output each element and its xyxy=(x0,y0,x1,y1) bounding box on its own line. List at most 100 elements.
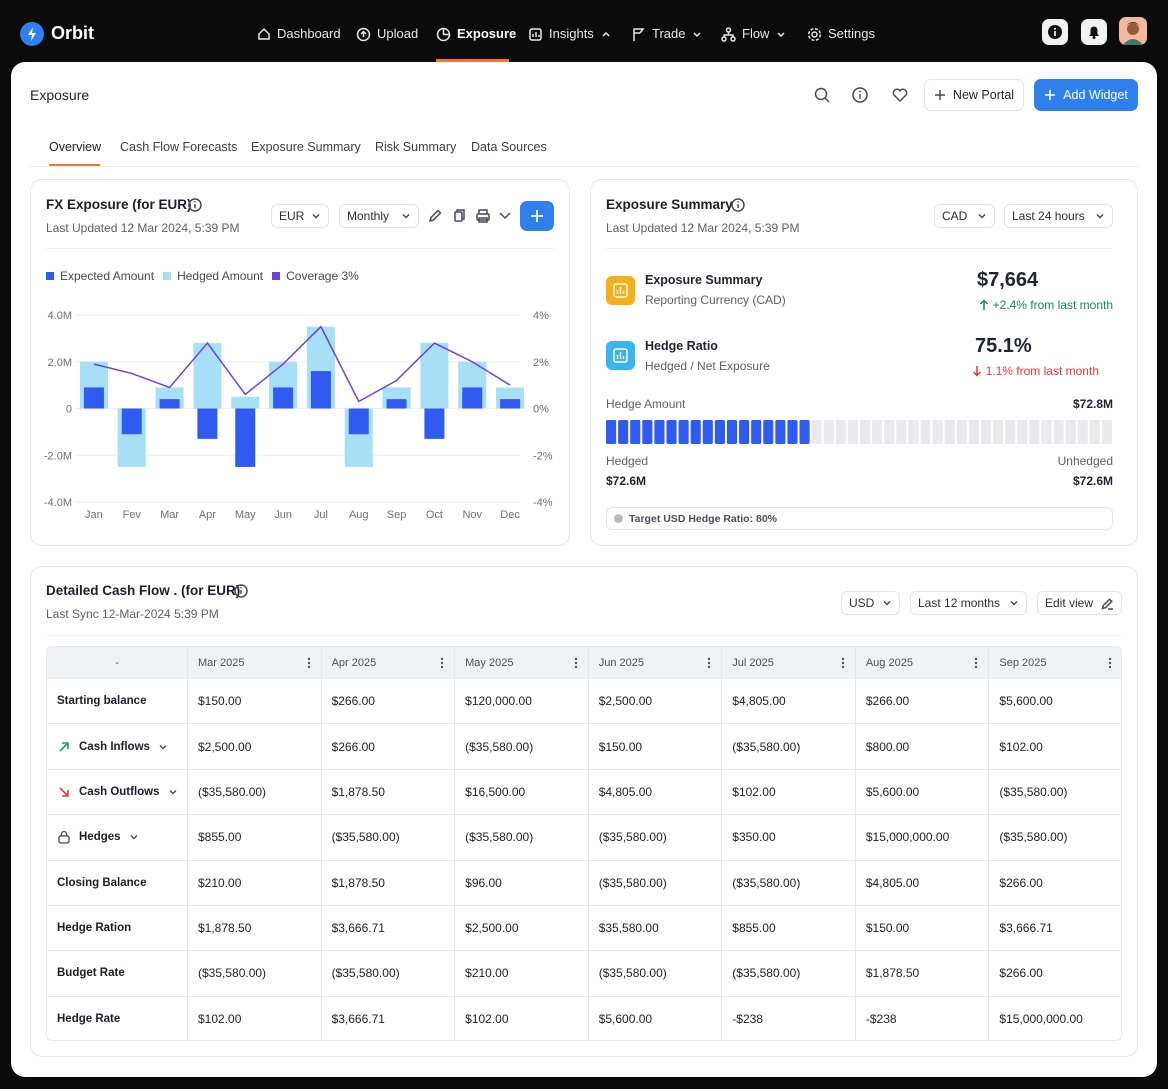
nav-label: Flow xyxy=(742,26,770,41)
info-icon[interactable] xyxy=(187,197,203,213)
metric-label: Exposure Summary xyxy=(645,273,763,287)
nav-item[interactable]: Dashboard xyxy=(257,26,341,42)
hedge-segment xyxy=(666,420,677,444)
tab[interactable]: Cash Flow Forecasts xyxy=(120,140,238,154)
cell-value: $120,000.00 xyxy=(465,694,532,709)
value-cell: ($35,580.00) xyxy=(989,770,1121,816)
cell-value: ($35,580.00) xyxy=(999,830,1068,845)
column-menu[interactable] xyxy=(707,657,711,669)
period-select[interactable]: Monthly xyxy=(339,204,419,228)
hedge-segment xyxy=(1053,420,1064,444)
value-cell: ($35,580.00) xyxy=(588,951,723,997)
hedge-segment xyxy=(956,420,967,444)
metric-change-down: 1.1% from last month xyxy=(972,363,1099,379)
icon xyxy=(356,27,371,41)
column-menu[interactable] xyxy=(574,657,578,669)
nav-item[interactable]: Trade xyxy=(631,26,703,42)
cell-value: $800.00 xyxy=(865,739,910,754)
nav-item[interactable]: Flow xyxy=(721,26,787,42)
add-button[interactable] xyxy=(520,201,554,231)
icon xyxy=(531,210,543,222)
legend-label: Expected Amount xyxy=(60,269,155,283)
hedge-segment xyxy=(763,420,774,444)
icon xyxy=(1048,25,1062,39)
brand: Orbit xyxy=(51,23,94,43)
value-cell: $350.00 xyxy=(722,815,856,861)
value-cell: $210.00 xyxy=(188,860,322,906)
nav-item[interactable]: Upload xyxy=(356,26,418,42)
edit-view-button[interactable]: Edit view xyxy=(1037,591,1122,615)
column-menu[interactable] xyxy=(974,657,978,669)
column-menu[interactable] xyxy=(841,657,845,669)
cell-value: $1,878.50 xyxy=(198,921,252,936)
info-icon[interactable] xyxy=(851,86,869,104)
hedge-segment xyxy=(823,420,834,444)
row-expand[interactable] xyxy=(129,832,139,842)
hedge-segment xyxy=(872,420,883,444)
row-expand[interactable] xyxy=(158,742,168,752)
row-expand[interactable] xyxy=(168,787,178,797)
metric-value: 75.1% xyxy=(975,335,1032,357)
card-actions[interactable] xyxy=(428,208,514,224)
chevron xyxy=(883,600,891,606)
card-subtitle: Last Updated 12 Mar 2024, 5:39 PM xyxy=(46,221,240,235)
search-icon[interactable] xyxy=(813,86,831,104)
info-icon[interactable] xyxy=(730,197,746,213)
tab[interactable]: Risk Summary xyxy=(375,140,457,154)
row-label-cell: Hedge Rate xyxy=(47,996,188,1040)
currency-select[interactable]: USD xyxy=(841,591,900,615)
hedge-segment xyxy=(908,420,919,444)
row-label-cell: Cash Outflows xyxy=(47,769,188,816)
tab-active[interactable]: Overview xyxy=(49,140,102,154)
unhedged-label: Unhedged xyxy=(1057,454,1113,468)
cell-value: ($35,580.00) xyxy=(598,966,667,981)
value-cell: $150.00 xyxy=(188,679,322,725)
currency-select[interactable]: CAD xyxy=(934,204,995,228)
note: Target USD Hedge Ratio: 80% xyxy=(606,507,1113,530)
range-select[interactable]: Last 24 hours xyxy=(1004,204,1113,228)
value-cell: $2,500.00 xyxy=(188,724,322,770)
cell-value: ($35,580.00) xyxy=(331,830,400,845)
chevron xyxy=(978,213,986,219)
nav-item[interactable]: Settings xyxy=(807,26,875,42)
notification-button[interactable] xyxy=(1081,19,1107,45)
value-cell: $15,000,000.00 xyxy=(989,997,1121,1040)
select-value: CAD xyxy=(942,209,968,223)
legend-item: Expected Amount xyxy=(46,268,154,284)
info-icon[interactable] xyxy=(233,583,249,599)
value-cell: $4,805.00 xyxy=(722,679,856,725)
currency-select[interactable]: EUR xyxy=(271,204,329,228)
hedge-bar xyxy=(606,420,1112,444)
add-widget-button[interactable]: Add Widget xyxy=(1034,79,1138,111)
nav-item-active[interactable]: Exposure xyxy=(436,26,516,42)
range-select[interactable]: Last 12 months xyxy=(910,591,1027,615)
cell-value: $102.00 xyxy=(198,1011,242,1026)
header-label: Aug 2025 xyxy=(865,656,913,669)
row-label: Cash Outflows xyxy=(79,785,160,798)
cell-value: $210.00 xyxy=(198,875,242,890)
column-menu[interactable] xyxy=(440,657,444,669)
cell-value: $4,805.00 xyxy=(732,694,786,709)
cell-value: ($35,580.00) xyxy=(732,739,801,754)
value-cell: $102.00 xyxy=(455,996,589,1040)
column-menu[interactable] xyxy=(1108,657,1112,669)
row-label: Hedges xyxy=(79,831,121,844)
hedge-segment xyxy=(944,420,955,444)
row-label-cell: Cash Inflows xyxy=(47,724,188,770)
favorite-icon[interactable] xyxy=(891,86,909,104)
info-button[interactable] xyxy=(1042,19,1068,45)
legend-item: Coverage 3% xyxy=(272,268,359,284)
metric-icon xyxy=(606,276,635,305)
nav-label: Settings xyxy=(828,26,875,41)
value-cell: -$238 xyxy=(856,996,990,1040)
new-portal-button[interactable]: New Portal xyxy=(924,79,1024,111)
hedge-segment xyxy=(739,420,750,444)
avatar[interactable] xyxy=(1119,17,1147,45)
tab[interactable]: Exposure Summary xyxy=(251,140,361,154)
nav-item[interactable]: Insights xyxy=(528,26,612,42)
tab[interactable]: Data Sources xyxy=(471,140,547,154)
cell-value: $102.00 xyxy=(999,739,1043,754)
value-cell: $800.00 xyxy=(855,724,990,770)
cell-value: $5,600.00 xyxy=(865,784,920,799)
column-menu[interactable] xyxy=(307,657,311,669)
